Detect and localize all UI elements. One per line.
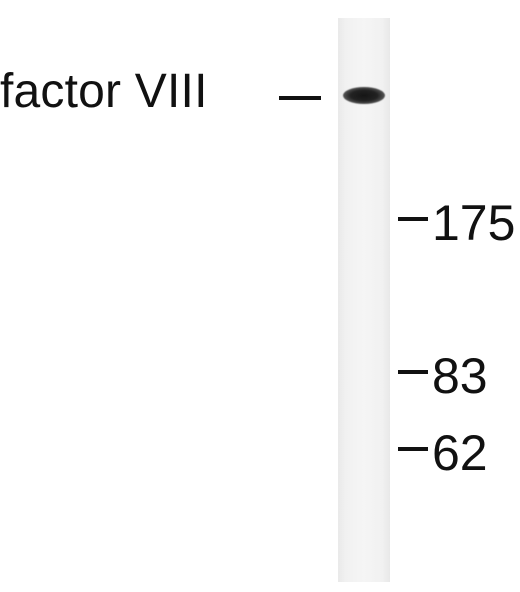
blot-lane <box>338 18 390 582</box>
protein-indicator-dash <box>279 96 321 100</box>
marker-value: 175 <box>432 194 516 251</box>
marker-value: 83 <box>432 347 488 404</box>
marker-value: 62 <box>432 424 488 481</box>
marker-dash <box>398 369 428 374</box>
protein-label: factor VIII <box>0 65 208 118</box>
marker-dash <box>398 446 428 451</box>
marker-175: 175 <box>398 194 515 248</box>
protein-band <box>343 87 385 104</box>
marker-dash <box>398 216 428 221</box>
marker-83: 83 <box>398 347 488 401</box>
marker-62: 62 <box>398 424 488 478</box>
